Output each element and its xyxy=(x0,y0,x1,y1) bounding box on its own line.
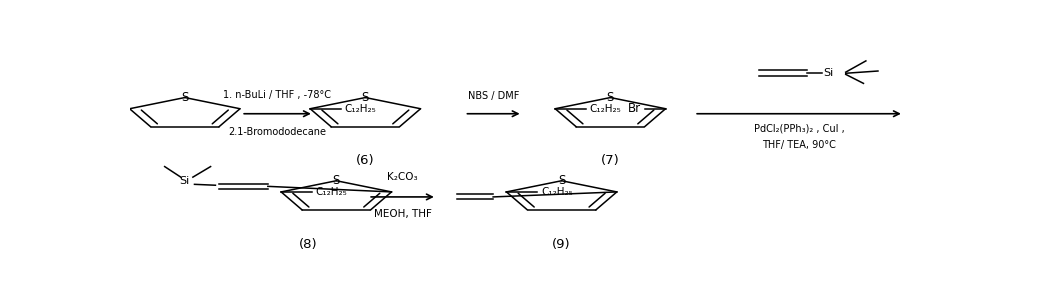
Text: C₁₂H₂₅: C₁₂H₂₅ xyxy=(590,104,622,114)
Text: 2.1-Bromododecane: 2.1-Bromododecane xyxy=(229,127,327,137)
Text: THF/ TEA, 90°C: THF/ TEA, 90°C xyxy=(762,140,836,150)
Text: K₂CO₃: K₂CO₃ xyxy=(387,172,418,182)
Text: S: S xyxy=(606,91,614,104)
Text: S: S xyxy=(362,91,369,104)
Text: MEOH, THF: MEOH, THF xyxy=(373,209,432,219)
Text: S: S xyxy=(181,91,188,104)
Text: C₁₂H₂₅: C₁₂H₂₅ xyxy=(541,187,573,197)
Text: (9): (9) xyxy=(552,238,571,251)
Text: C₁₂H₂₅: C₁₂H₂₅ xyxy=(316,187,347,197)
Text: Si: Si xyxy=(824,68,833,78)
Text: (7): (7) xyxy=(601,154,620,167)
Text: PdCl₂(PPh₃)₂ , CuI ,: PdCl₂(PPh₃)₂ , CuI , xyxy=(754,124,844,134)
Text: S: S xyxy=(333,174,340,187)
Text: (6): (6) xyxy=(356,154,374,167)
Text: (8): (8) xyxy=(298,238,317,251)
Text: S: S xyxy=(557,174,566,187)
Text: C₁₂H₂₅: C₁₂H₂₅ xyxy=(345,104,376,114)
Text: 1. n-BuLi / THF , -78°C: 1. n-BuLi / THF , -78°C xyxy=(224,90,332,100)
Text: Si: Si xyxy=(180,176,190,186)
Text: NBS / DMF: NBS / DMF xyxy=(468,91,519,101)
Text: Br: Br xyxy=(628,102,642,115)
